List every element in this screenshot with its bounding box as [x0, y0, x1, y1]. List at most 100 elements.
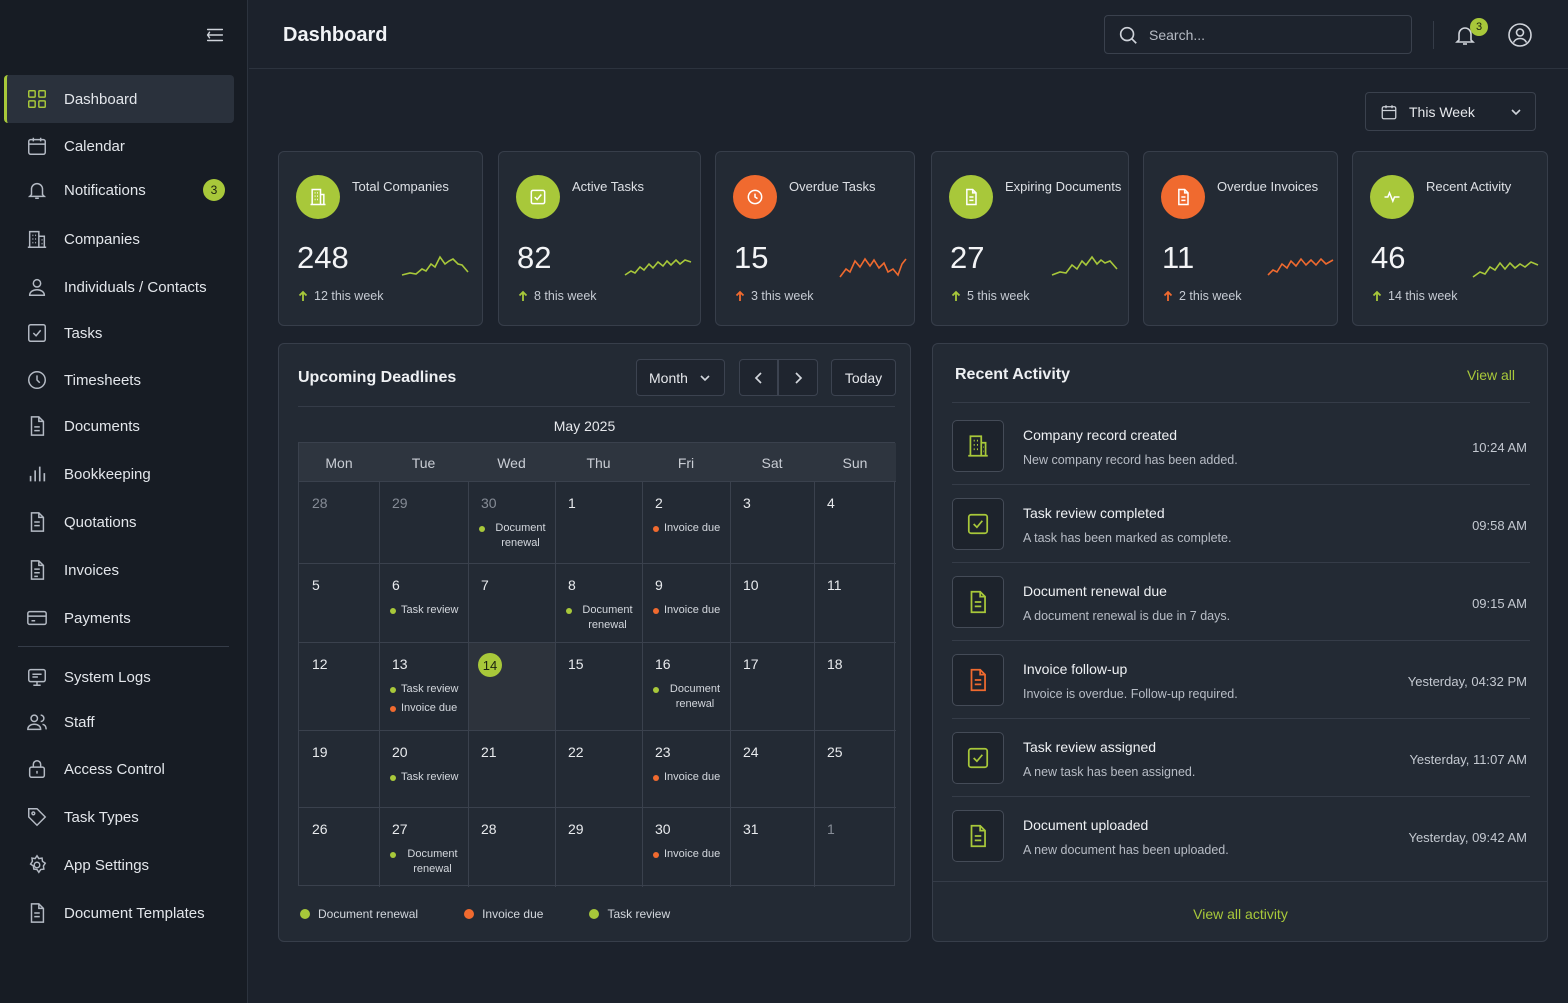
search-box[interactable]: [1104, 15, 1412, 54]
sidebar-item-timesheets[interactable]: Timesheets: [4, 356, 234, 404]
calendar-day[interactable]: 1: [815, 808, 896, 887]
calendar-day[interactable]: 28: [469, 808, 555, 887]
calendar-day[interactable]: 22: [556, 731, 642, 807]
view-all-link[interactable]: View all: [1467, 367, 1515, 383]
notifications-bell-icon[interactable]: [1453, 23, 1477, 47]
user-profile-icon[interactable]: [1507, 22, 1533, 48]
event-dot: [390, 775, 396, 781]
calendar-event[interactable]: Document renewal: [390, 847, 464, 877]
activity-item[interactable]: Task review assigned A new task has been …: [952, 718, 1530, 796]
activity-item[interactable]: Document uploaded A new document has been…: [952, 796, 1530, 874]
sidebar-item-payments[interactable]: Payments: [4, 594, 234, 642]
calendar-day[interactable]: 2 Invoice due: [643, 482, 730, 563]
sparkline: [1472, 261, 1539, 278]
prev-month-button[interactable]: [739, 359, 778, 396]
search-input[interactable]: [1149, 26, 1389, 43]
calendar-event[interactable]: Invoice due: [653, 847, 726, 862]
calendar-day[interactable]: 4: [815, 482, 896, 563]
calendar-day[interactable]: 21: [469, 731, 555, 807]
calendar-day[interactable]: 10: [731, 564, 814, 642]
calendar-event[interactable]: Invoice due: [653, 770, 726, 785]
calendar-event[interactable]: Document renewal: [479, 521, 551, 551]
sidebar-item-tasks[interactable]: Tasks: [4, 309, 234, 357]
calendar-day[interactable]: 28: [300, 482, 379, 563]
sidebar-item-documents[interactable]: Documents: [4, 402, 234, 450]
activity-item[interactable]: Document renewal due A document renewal i…: [952, 562, 1530, 640]
calendar-event[interactable]: Task review: [390, 603, 464, 618]
sidebar-item-calendar[interactable]: Calendar: [4, 122, 234, 170]
calendar-day[interactable]: 29: [556, 808, 642, 887]
day-number: 18: [827, 656, 843, 672]
calendar-day[interactable]: 29: [380, 482, 468, 563]
stat-card-recent-activity[interactable]: Recent Activity 46 14 this week: [1352, 151, 1548, 326]
calendar-day[interactable]: 1: [556, 482, 642, 563]
calendar-day[interactable]: 26: [300, 808, 379, 887]
calendar-day[interactable]: 11: [815, 564, 896, 642]
stat-card-overdue-tasks[interactable]: Overdue Tasks 15 3 this week: [715, 151, 915, 326]
sidebar-item-access-control[interactable]: Access Control: [4, 745, 234, 793]
page-title: Dashboard: [283, 24, 388, 46]
calendar-day[interactable]: 25: [815, 731, 896, 807]
calendar-day[interactable]: 16 Document renewal: [643, 643, 730, 730]
stat-card-expiring-documents[interactable]: Expiring Documents 27 5 this week: [931, 151, 1129, 326]
calendar-day[interactable]: 5: [300, 564, 379, 642]
activity-item[interactable]: Invoice follow-up Invoice is overdue. Fol…: [952, 640, 1530, 718]
sidebar-item-bookkeeping[interactable]: Bookkeeping: [4, 450, 234, 498]
stat-card-active-tasks[interactable]: Active Tasks 82 8 this week: [498, 151, 701, 326]
sidebar-item-invoices[interactable]: Invoices: [4, 546, 234, 594]
activity-item[interactable]: Task review completed A task has been mar…: [952, 484, 1530, 562]
calendar-event[interactable]: Invoice due: [653, 603, 726, 618]
sidebar-item-label: Dashboard: [64, 90, 138, 108]
sidebar-item-contacts[interactable]: Individuals / Contacts: [4, 263, 234, 311]
calendar-day[interactable]: 12: [300, 643, 379, 730]
calendar-day[interactable]: 18: [815, 643, 896, 730]
view-select[interactable]: Month: [636, 359, 725, 396]
calendar-day[interactable]: 7: [469, 564, 555, 642]
weekday-label: Tue: [411, 455, 436, 471]
today-button[interactable]: Today: [831, 359, 896, 396]
calendar-day[interactable]: 30 Document renewal: [469, 482, 555, 563]
sidebar-item-label: Documents: [64, 417, 140, 435]
day-number: 3: [743, 495, 751, 511]
sidebar-item-document-templates[interactable]: Document Templates: [4, 889, 234, 937]
calendar-day[interactable]: 9 Invoice due: [643, 564, 730, 642]
calendar-day[interactable]: 24: [731, 731, 814, 807]
calendar-event[interactable]: Document renewal: [566, 603, 638, 633]
calendar-event[interactable]: Document renewal: [653, 682, 726, 712]
activity-item[interactable]: Company record created New company record…: [952, 406, 1530, 484]
sidebar-item-quotations[interactable]: Quotations: [4, 498, 234, 546]
calendar-event[interactable]: Invoice due: [390, 701, 464, 716]
calendar-day[interactable]: 27 Document renewal: [380, 808, 468, 887]
calendar-day[interactable]: 13 Task review Invoice due: [380, 643, 468, 730]
sidebar-item-staff[interactable]: Staff: [4, 698, 234, 746]
stat-card-total-companies[interactable]: Total Companies 248 12 this week: [278, 151, 483, 326]
sidebar-item-system-logs[interactable]: System Logs: [4, 653, 234, 701]
calendar-day[interactable]: 8 Document renewal: [556, 564, 642, 642]
calendar-event[interactable]: Invoice due: [653, 521, 726, 536]
sidebar-item-notifications[interactable]: Notifications 3: [4, 166, 234, 214]
calendar-day-today[interactable]: 14: [469, 643, 555, 730]
day-events: Invoice due: [653, 603, 726, 622]
menu-toggle-icon[interactable]: [204, 24, 226, 46]
calendar-day[interactable]: 19: [300, 731, 379, 807]
sidebar-item-companies[interactable]: Companies: [4, 215, 234, 263]
stat-card-overdue-invoices[interactable]: Overdue Invoices 11 2 this week: [1143, 151, 1338, 326]
calendar-day[interactable]: 6 Task review: [380, 564, 468, 642]
view-all-activity-link[interactable]: View all activity: [1193, 906, 1288, 922]
period-select[interactable]: This Week: [1365, 92, 1536, 131]
calendar-day[interactable]: 17: [731, 643, 814, 730]
month-label: May 2025: [553, 418, 616, 434]
sidebar-item-app-settings[interactable]: App Settings: [4, 841, 234, 889]
calendar-day[interactable]: 15: [556, 643, 642, 730]
day-number: 30: [481, 495, 497, 511]
calendar-event[interactable]: Task review: [390, 770, 464, 785]
next-month-button[interactable]: [778, 359, 818, 396]
calendar-event[interactable]: Task review: [390, 682, 464, 697]
calendar-day[interactable]: 30 Invoice due: [643, 808, 730, 887]
calendar-day[interactable]: 23 Invoice due: [643, 731, 730, 807]
calendar-day[interactable]: 3: [731, 482, 814, 563]
sidebar-item-task-types[interactable]: Task Types: [4, 793, 234, 841]
sidebar-item-dashboard[interactable]: Dashboard: [4, 75, 234, 123]
calendar-day[interactable]: 31: [731, 808, 814, 887]
calendar-day[interactable]: 20 Task review: [380, 731, 468, 807]
